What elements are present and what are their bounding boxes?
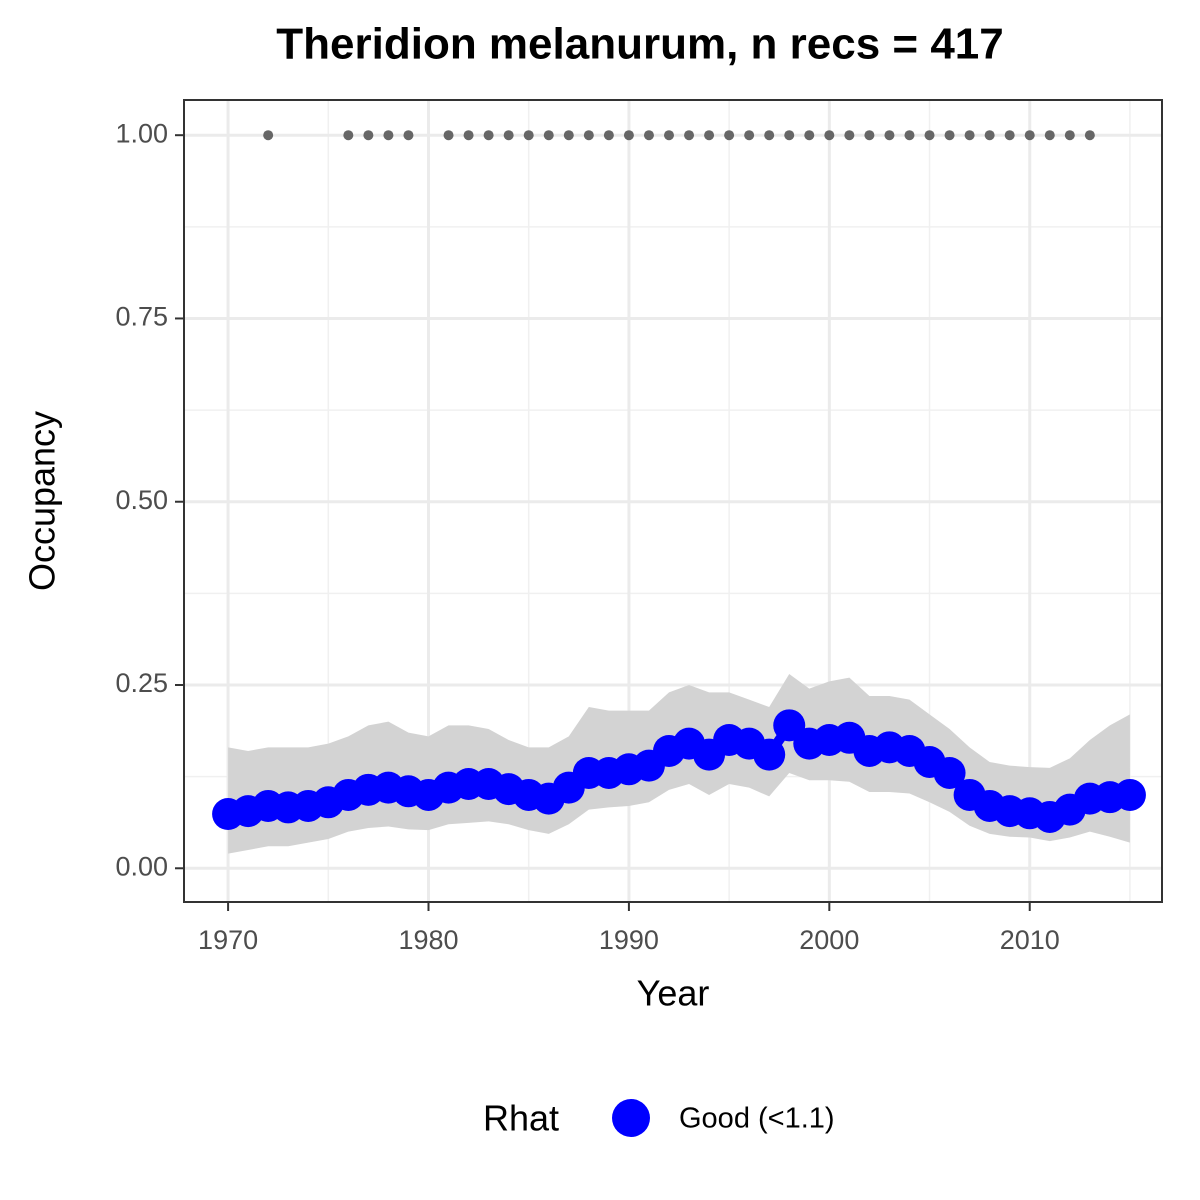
legend-title: Rhat — [483, 1098, 559, 1139]
record-point — [944, 130, 955, 141]
record-point — [764, 130, 775, 141]
record-point — [523, 130, 534, 141]
record-point — [363, 130, 374, 141]
y-tick-label: 0.00 — [115, 851, 168, 881]
record-point — [984, 130, 995, 141]
record-point — [503, 130, 514, 141]
record-point — [824, 130, 835, 141]
record-point — [904, 130, 915, 141]
record-point — [1044, 130, 1055, 141]
record-point — [964, 130, 975, 141]
record-point — [543, 130, 554, 141]
record-point — [684, 130, 695, 141]
y-axis-title: Occupancy — [22, 411, 63, 591]
x-tick-label: 1990 — [599, 925, 659, 955]
y-tick-label: 0.25 — [115, 668, 168, 698]
record-point — [443, 130, 454, 141]
x-tick-label: 2010 — [1000, 925, 1060, 955]
record-point — [563, 130, 574, 141]
record-point — [884, 130, 895, 141]
legend-label: Good (<1.1) — [679, 1103, 835, 1135]
record-point — [603, 130, 614, 141]
record-point — [623, 130, 634, 141]
x-tick-label: 1970 — [198, 925, 258, 955]
record-point — [343, 130, 354, 141]
series-point — [1113, 778, 1146, 811]
record-point — [1024, 130, 1035, 141]
record-point — [383, 130, 394, 141]
record-point — [1004, 130, 1015, 141]
record-point — [704, 130, 715, 141]
record-point — [844, 130, 855, 141]
x-tick-label: 2000 — [799, 925, 859, 955]
record-point — [864, 130, 875, 141]
y-tick-label: 1.00 — [115, 118, 168, 148]
confidence-band — [228, 674, 1130, 854]
x-axis-title: Year — [637, 973, 710, 1014]
record-point — [483, 130, 494, 141]
y-tick-label: 0.75 — [115, 302, 168, 332]
record-point — [403, 130, 414, 141]
record-point — [263, 130, 274, 141]
series-point — [933, 756, 966, 789]
record-point — [804, 130, 815, 141]
record-point — [643, 130, 654, 141]
series-point — [753, 738, 786, 771]
legend-key — [612, 1099, 650, 1137]
record-point — [744, 130, 755, 141]
record-point — [724, 130, 735, 141]
chart-title: Theridion melanurum, n recs = 417 — [276, 20, 1003, 69]
record-point — [924, 130, 935, 141]
record-point — [784, 130, 795, 141]
record-point — [583, 130, 594, 141]
panel-border — [183, 99, 1163, 903]
x-tick-label: 1980 — [398, 925, 458, 955]
record-point — [1084, 130, 1095, 141]
record-point — [663, 130, 674, 141]
record-point — [463, 130, 474, 141]
y-tick-label: 0.50 — [115, 485, 168, 515]
record-point — [1064, 130, 1075, 141]
